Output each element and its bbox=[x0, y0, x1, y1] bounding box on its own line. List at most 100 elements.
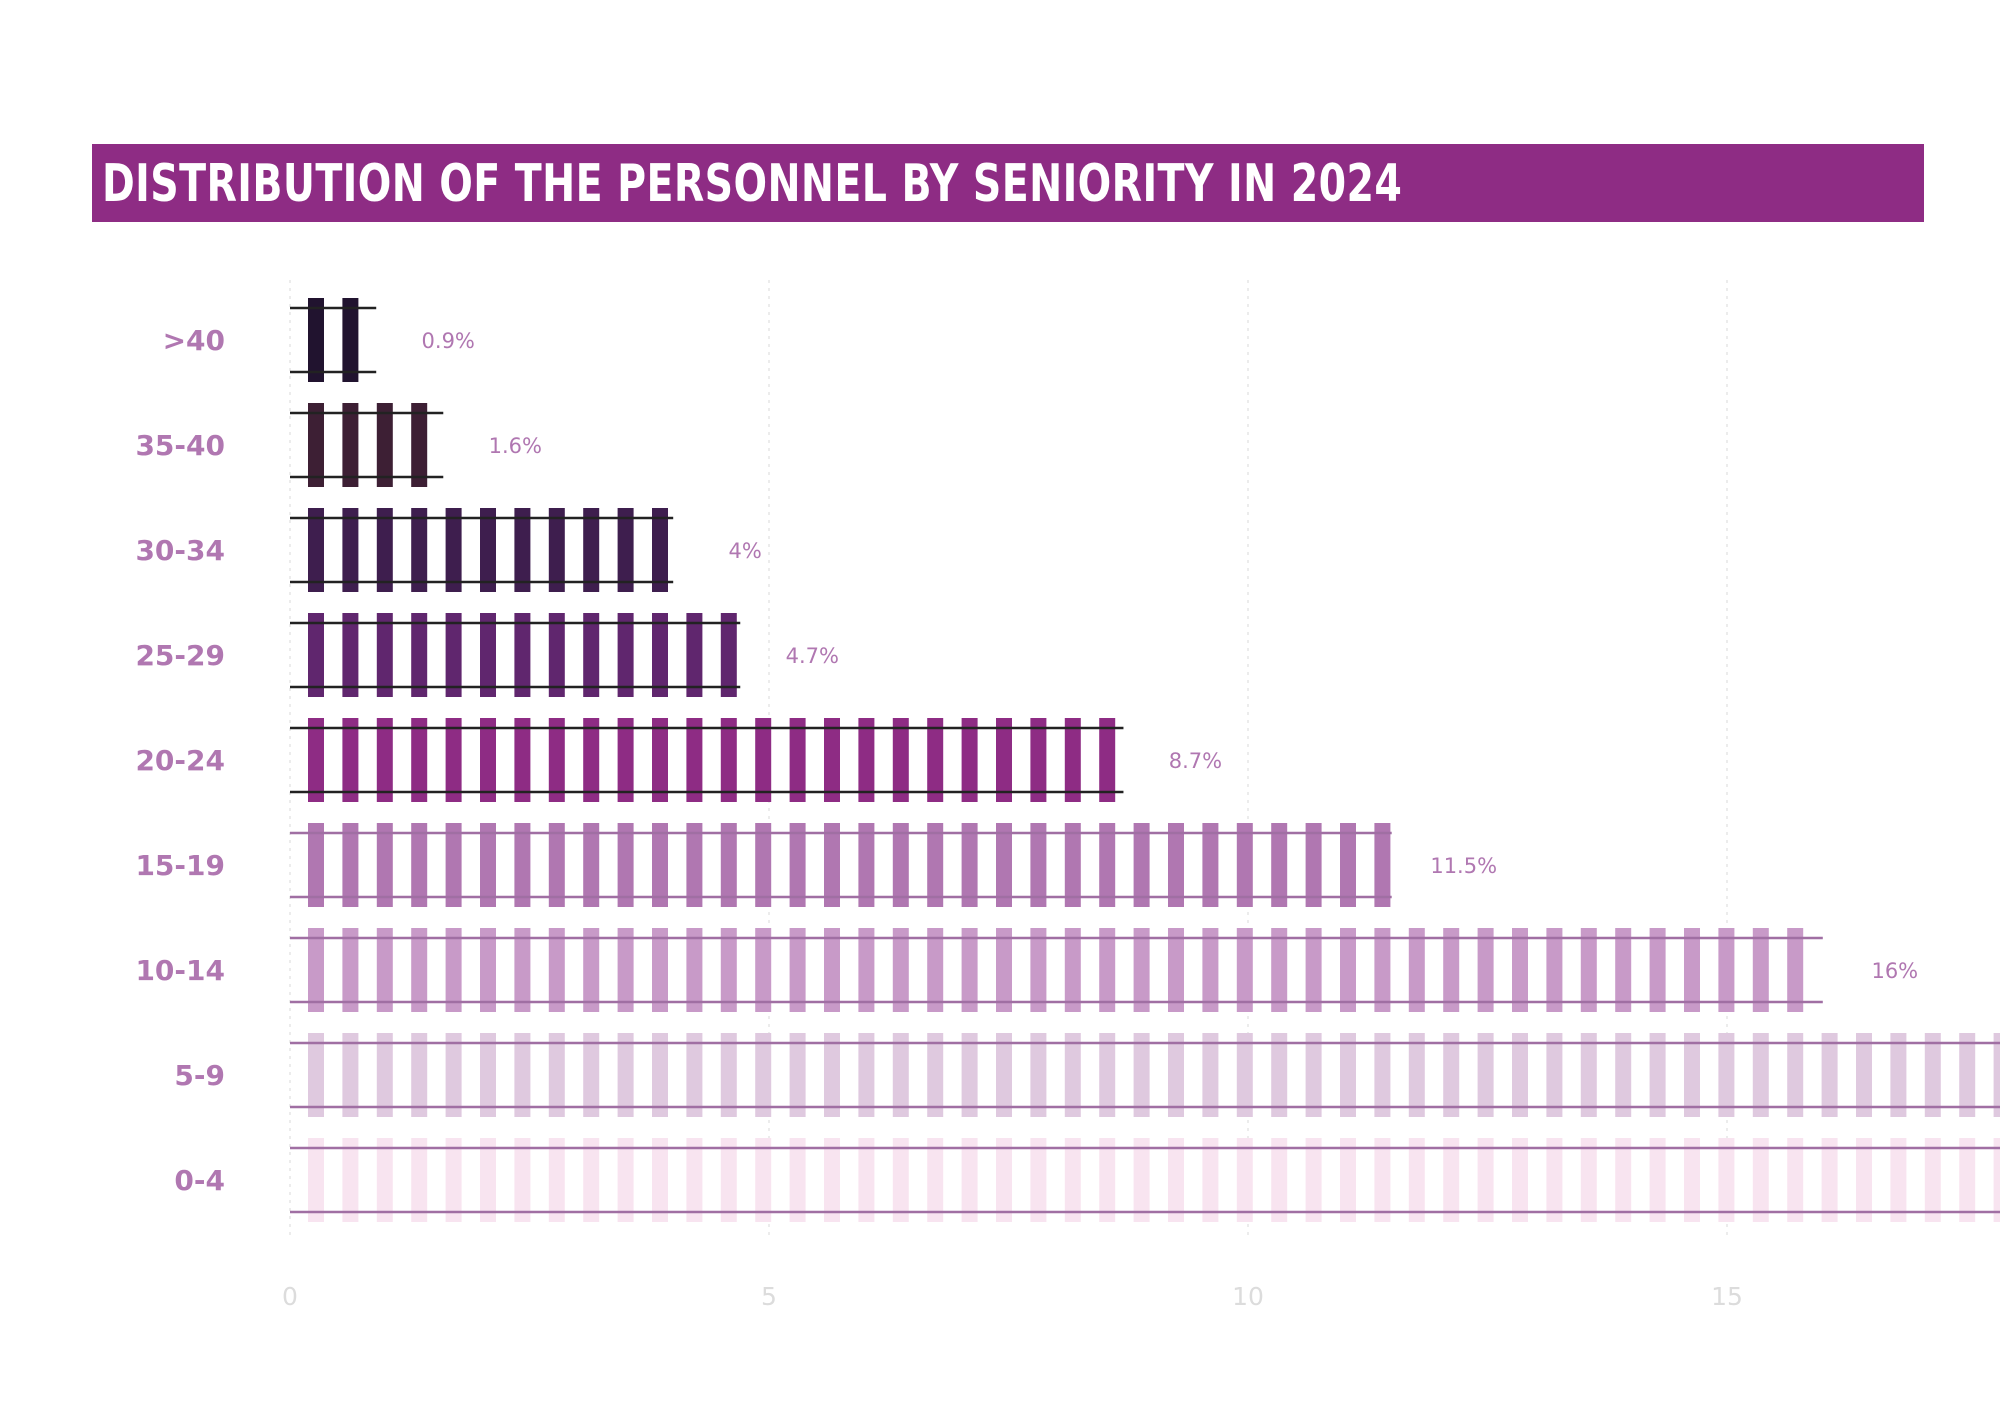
bar-tie bbox=[858, 928, 875, 1012]
bar-tie bbox=[1752, 1138, 1769, 1222]
bar-tie bbox=[927, 718, 944, 802]
bar-tie bbox=[1787, 1033, 1804, 1117]
bar-tie bbox=[1890, 1033, 1907, 1117]
bar-tie bbox=[342, 298, 359, 382]
bar-tie bbox=[1064, 1033, 1081, 1117]
bar-tie bbox=[411, 823, 428, 907]
bar-tie bbox=[548, 508, 565, 592]
bar-tie bbox=[445, 613, 462, 697]
bar-tie bbox=[342, 613, 359, 697]
bar-tie bbox=[1959, 1033, 1976, 1117]
chart-title: DISTRIBUTION OF THE PERSONNEL BY SENIORI… bbox=[102, 154, 1403, 214]
bar-tie bbox=[480, 508, 496, 592]
bar-tie bbox=[652, 1138, 668, 1222]
bar-tie bbox=[342, 508, 359, 592]
bar-tie bbox=[755, 823, 772, 907]
bar-tie bbox=[1684, 928, 1700, 1012]
bar-tie bbox=[376, 823, 393, 907]
bar-tie bbox=[1168, 1138, 1184, 1222]
bar-tie bbox=[342, 823, 359, 907]
bar-tie bbox=[961, 718, 978, 802]
bar-tie bbox=[996, 718, 1012, 802]
x-tick-label-10: 10 bbox=[1232, 1282, 1264, 1311]
bar-tie bbox=[583, 823, 600, 907]
x-tick-label-5: 5 bbox=[761, 1282, 777, 1311]
bar-tie bbox=[1030, 1033, 1047, 1117]
bar-tie bbox=[1236, 1033, 1253, 1117]
bar-tie bbox=[1684, 1033, 1700, 1117]
bar-tie bbox=[1133, 1138, 1150, 1222]
bar-tie bbox=[376, 613, 393, 697]
bar-tie bbox=[1477, 1138, 1494, 1222]
bar-tie bbox=[376, 1138, 393, 1222]
bar-tie bbox=[1340, 1033, 1356, 1117]
bar-tie bbox=[514, 928, 531, 1012]
bar-tie bbox=[617, 1033, 634, 1117]
bar-tie bbox=[652, 613, 668, 697]
bar-tie bbox=[996, 1033, 1012, 1117]
bar-tie bbox=[308, 928, 324, 1012]
bar-tie bbox=[858, 1033, 875, 1117]
bar-tie bbox=[1099, 1033, 1116, 1117]
category-label: 0-4 bbox=[174, 1164, 225, 1197]
bar-tie bbox=[892, 718, 909, 802]
bar-tie bbox=[1580, 928, 1597, 1012]
bar-tie bbox=[1993, 1033, 2000, 1117]
bar-tie bbox=[308, 298, 324, 382]
bar-tie bbox=[824, 718, 840, 802]
bar-tie bbox=[617, 508, 634, 592]
bar-tie bbox=[583, 1138, 600, 1222]
bar-tie bbox=[927, 1138, 944, 1222]
bar-tie bbox=[308, 1033, 324, 1117]
bar-tie bbox=[617, 613, 634, 697]
bar-tie bbox=[376, 928, 393, 1012]
bar-tie bbox=[1133, 823, 1150, 907]
bar-tie bbox=[617, 928, 634, 1012]
bar-tie bbox=[514, 508, 531, 592]
bar-tie bbox=[961, 823, 978, 907]
bar-tie bbox=[892, 1033, 909, 1117]
bar-tie bbox=[480, 1138, 496, 1222]
bar-tie bbox=[308, 613, 324, 697]
bar-tie bbox=[376, 508, 393, 592]
bar-tie bbox=[548, 823, 565, 907]
bar-tie bbox=[720, 928, 737, 1012]
bar-tie bbox=[961, 928, 978, 1012]
bar-tie bbox=[1168, 1033, 1184, 1117]
bar-tie bbox=[1856, 1033, 1872, 1117]
bar-tie bbox=[548, 1033, 565, 1117]
bar-tie bbox=[548, 613, 565, 697]
bar-tie bbox=[892, 1138, 909, 1222]
bar-tie bbox=[652, 823, 668, 907]
bar-tie bbox=[1580, 1033, 1597, 1117]
bar-tie bbox=[1202, 1138, 1219, 1222]
bar-tie bbox=[1752, 928, 1769, 1012]
bar-tie bbox=[1477, 928, 1494, 1012]
bar-tie bbox=[583, 1033, 600, 1117]
bar-tie bbox=[1580, 1138, 1597, 1222]
bar-tie bbox=[686, 718, 703, 802]
bar-tie bbox=[652, 718, 668, 802]
bar-tie bbox=[411, 718, 428, 802]
bar-tie bbox=[824, 928, 840, 1012]
bar-tie bbox=[1408, 1033, 1425, 1117]
bar-tie bbox=[961, 1033, 978, 1117]
bar-tie bbox=[1236, 928, 1253, 1012]
bar-tie bbox=[1374, 928, 1391, 1012]
bar-tie bbox=[1546, 1138, 1563, 1222]
bar-tie bbox=[1374, 823, 1391, 907]
bar-tie bbox=[308, 508, 324, 592]
bar-tie bbox=[445, 928, 462, 1012]
bar-tie bbox=[1168, 928, 1184, 1012]
bar-tie bbox=[308, 718, 324, 802]
bar-tie bbox=[514, 613, 531, 697]
bar-tie bbox=[514, 1033, 531, 1117]
bar-tie bbox=[342, 1138, 359, 1222]
bar-tie bbox=[480, 928, 496, 1012]
bar-tie bbox=[445, 1033, 462, 1117]
bar-tie bbox=[376, 1033, 393, 1117]
bar-tie bbox=[1649, 1138, 1666, 1222]
bar-tie bbox=[342, 718, 359, 802]
bar-tie bbox=[1305, 928, 1322, 1012]
bar-tie bbox=[1064, 718, 1081, 802]
